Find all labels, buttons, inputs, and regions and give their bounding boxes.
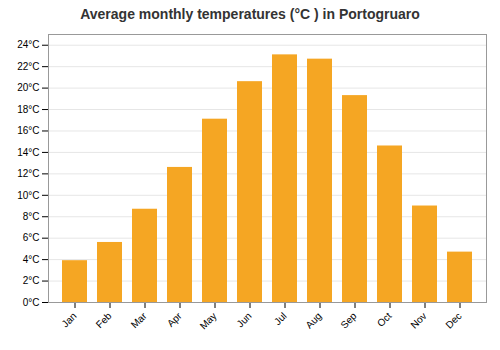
svg-text:8°C: 8°C	[23, 211, 40, 222]
svg-text:6°C: 6°C	[23, 232, 40, 243]
svg-text:0°C: 0°C	[23, 297, 40, 308]
html-text:Average monthly temperatures (: Average monthly temperatures (°C ) in Po…	[80, 6, 420, 22]
svg-text:Jun: Jun	[234, 310, 253, 329]
svg-text:4°C: 4°C	[23, 254, 40, 265]
svg-text:Jan: Jan	[59, 310, 78, 329]
svg-text:24°C: 24°C	[17, 39, 39, 50]
svg-text:12°C: 12°C	[17, 168, 39, 179]
svg-text:22°C: 22°C	[17, 61, 39, 72]
svg-text:20°C: 20°C	[17, 82, 39, 93]
svg-text:16°C: 16°C	[17, 125, 39, 136]
svg-text:18°C: 18°C	[17, 104, 39, 115]
svg-text:10°C: 10°C	[17, 190, 39, 201]
svg-text:Sep: Sep	[338, 310, 359, 331]
svg-text:May: May	[198, 310, 219, 331]
svg-text:2°C: 2°C	[23, 275, 40, 286]
svg-text:Feb: Feb	[94, 310, 114, 330]
svg-text:Jul: Jul	[272, 310, 289, 327]
svg-text:Mar: Mar	[129, 310, 149, 330]
svg-text:Nov: Nov	[408, 310, 428, 330]
svg-text:Oct: Oct	[375, 310, 394, 329]
svg-text:Dec: Dec	[443, 310, 463, 330]
svg-text:Apr: Apr	[165, 310, 184, 329]
svg-text:Aug: Aug	[303, 310, 323, 330]
svg-text:14°C: 14°C	[17, 147, 39, 158]
